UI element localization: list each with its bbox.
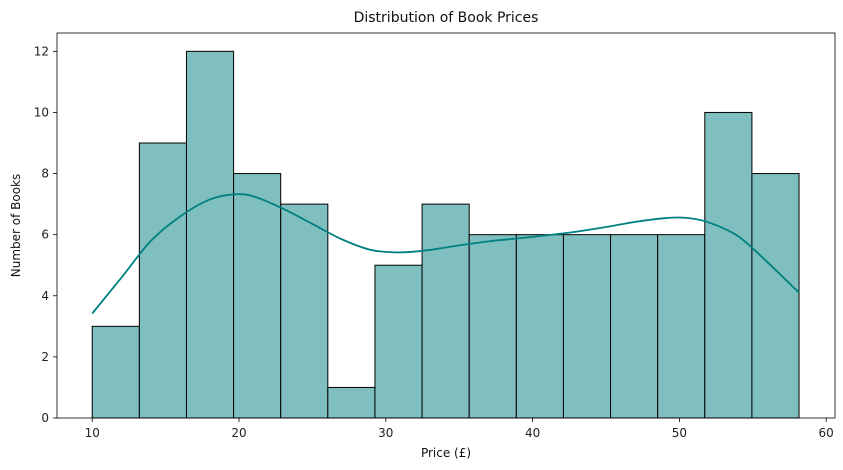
histogram-bar bbox=[280, 203, 329, 419]
histogram-bar bbox=[138, 142, 187, 419]
histogram-bar bbox=[421, 203, 470, 419]
x-tick-label: 40 bbox=[525, 426, 540, 440]
y-axis-title: Number of Books bbox=[9, 174, 23, 278]
y-tick-label: 2 bbox=[41, 350, 49, 364]
histogram-bar bbox=[185, 50, 235, 419]
histogram-bar bbox=[562, 234, 612, 419]
y-tick-label: 4 bbox=[41, 289, 49, 303]
histogram-bar bbox=[374, 264, 423, 419]
histogram-bar bbox=[657, 234, 706, 419]
y-tick-label: 12 bbox=[34, 44, 49, 58]
y-tick-label: 10 bbox=[34, 105, 49, 119]
y-tick-label: 6 bbox=[41, 228, 49, 242]
y-tick-label: 0 bbox=[41, 411, 49, 425]
histogram-bar bbox=[610, 234, 659, 419]
x-tick-label: 20 bbox=[231, 426, 246, 440]
kde-curve bbox=[91, 193, 800, 315]
plot-frame bbox=[56, 32, 836, 419]
histogram-bar bbox=[468, 234, 517, 419]
y-axis: 0 2 4 6 8 10 12 bbox=[34, 44, 57, 425]
x-tick-label: 50 bbox=[672, 426, 687, 440]
y-tick-label: 8 bbox=[41, 167, 49, 181]
x-axis-title: Price (£) bbox=[421, 446, 471, 460]
chart-title: Distribution of Book Prices bbox=[354, 10, 539, 26]
histogram-bar bbox=[327, 386, 376, 419]
histogram-bar bbox=[233, 173, 282, 419]
histogram-bar bbox=[515, 234, 564, 419]
x-tick-label: 60 bbox=[819, 426, 834, 440]
x-tick-label: 10 bbox=[85, 426, 100, 440]
histogram-bar bbox=[704, 111, 753, 419]
x-axis: 10 20 30 40 50 60 bbox=[85, 418, 834, 440]
histogram-bar bbox=[751, 173, 800, 419]
histogram-bars bbox=[91, 50, 800, 419]
histogram-bar bbox=[91, 325, 140, 419]
x-tick-label: 30 bbox=[378, 426, 393, 440]
